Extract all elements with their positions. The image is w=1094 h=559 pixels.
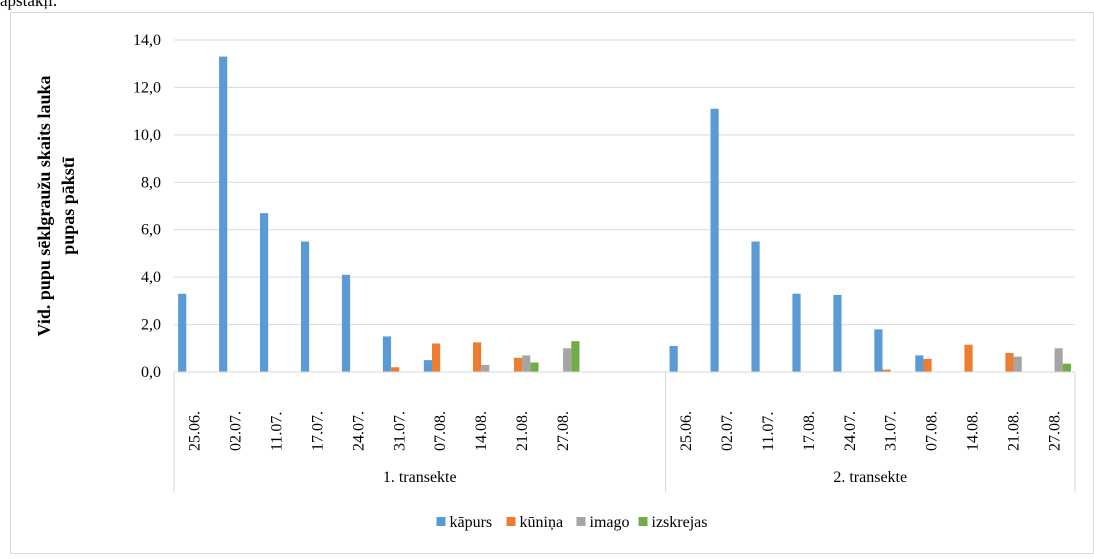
bar — [391, 367, 400, 372]
bar — [481, 364, 490, 372]
bar — [423, 360, 433, 372]
legend-swatch — [638, 517, 648, 526]
x-tick-label: 21.08. — [514, 411, 531, 451]
y-tick-label: 0,0 — [141, 364, 161, 381]
x-tick-label: 02.07. — [719, 411, 736, 451]
x-tick-label: 11.07. — [760, 412, 777, 451]
bar — [530, 362, 539, 372]
x-tick-label: 17.08. — [801, 411, 818, 451]
y-tick-label: 2,0 — [141, 317, 161, 334]
legend-label: kūniņa — [520, 514, 564, 531]
x-tick-label: 17.07. — [309, 411, 326, 451]
bar — [874, 329, 883, 372]
x-tick-label: 25.06. — [186, 411, 203, 451]
y-axis-title-line: pupas pākstī — [58, 156, 78, 255]
y-tick-label: 6,0 — [141, 222, 161, 239]
x-tick-label: 14.08. — [473, 411, 490, 451]
bar — [522, 355, 531, 372]
group-label: 1. transekte — [383, 469, 457, 486]
x-tick-label: 07.08. — [432, 411, 449, 451]
y-tick-label: 14,0 — [133, 32, 161, 49]
legend-swatch — [506, 517, 516, 526]
top-text: apstākļi. — [0, 0, 57, 10]
x-tick-label: 02.07. — [227, 411, 244, 451]
x-tick-label: 14.08. — [965, 411, 982, 451]
legend-label: izskrejas — [652, 514, 708, 531]
x-tick-label: 25.06. — [678, 411, 695, 451]
bar — [341, 274, 351, 372]
bar — [219, 56, 228, 372]
bar — [964, 344, 973, 372]
legend-label: kāpurs — [450, 514, 493, 531]
bar — [751, 241, 760, 372]
bar — [923, 358, 932, 372]
y-tick-label: 12,0 — [133, 79, 161, 96]
bar — [669, 345, 678, 372]
bar — [1013, 356, 1022, 372]
bar — [260, 213, 269, 372]
y-tick-label: 4,0 — [141, 269, 161, 286]
bar — [1062, 363, 1071, 372]
y-tick-label: 8,0 — [141, 174, 161, 191]
y-axis-title: Vid. pupu sēklgraužu skaits lauka pupas p… — [34, 76, 78, 337]
bar — [792, 293, 801, 372]
y-tick-label: 10,0 — [133, 127, 161, 144]
bar — [1005, 353, 1014, 372]
x-tick-label: 07.08. — [924, 411, 941, 451]
bar — [300, 241, 310, 372]
bar — [1054, 348, 1063, 372]
x-tick-label: 27.08. — [555, 411, 572, 451]
x-tick-label: 27.08. — [1047, 411, 1064, 451]
bar — [882, 369, 891, 372]
group-label: 2. transekte — [833, 469, 907, 486]
x-tick-label: 24.07. — [350, 411, 367, 451]
x-tick-label: 31.07. — [391, 411, 408, 451]
y-axis-title-line: Vid. pupu sēklgraužu skaits lauka — [34, 76, 54, 337]
legend-label: imago — [590, 514, 630, 531]
bar — [178, 293, 187, 372]
legend-swatch — [576, 517, 586, 526]
x-tick-label: 24.07. — [842, 411, 859, 451]
bar — [571, 341, 580, 372]
chart-border — [10, 12, 1094, 554]
bar — [563, 348, 572, 372]
bar — [472, 342, 482, 372]
bar — [432, 343, 441, 372]
bar — [513, 357, 523, 372]
x-tick-label: 11.07. — [268, 412, 285, 451]
x-tick-label: 21.08. — [1006, 411, 1023, 451]
bar — [833, 294, 842, 372]
bar — [915, 355, 924, 372]
bar — [382, 336, 392, 372]
legend-swatch — [436, 517, 446, 526]
bar — [710, 108, 719, 373]
x-tick-label: 31.07. — [883, 411, 900, 451]
